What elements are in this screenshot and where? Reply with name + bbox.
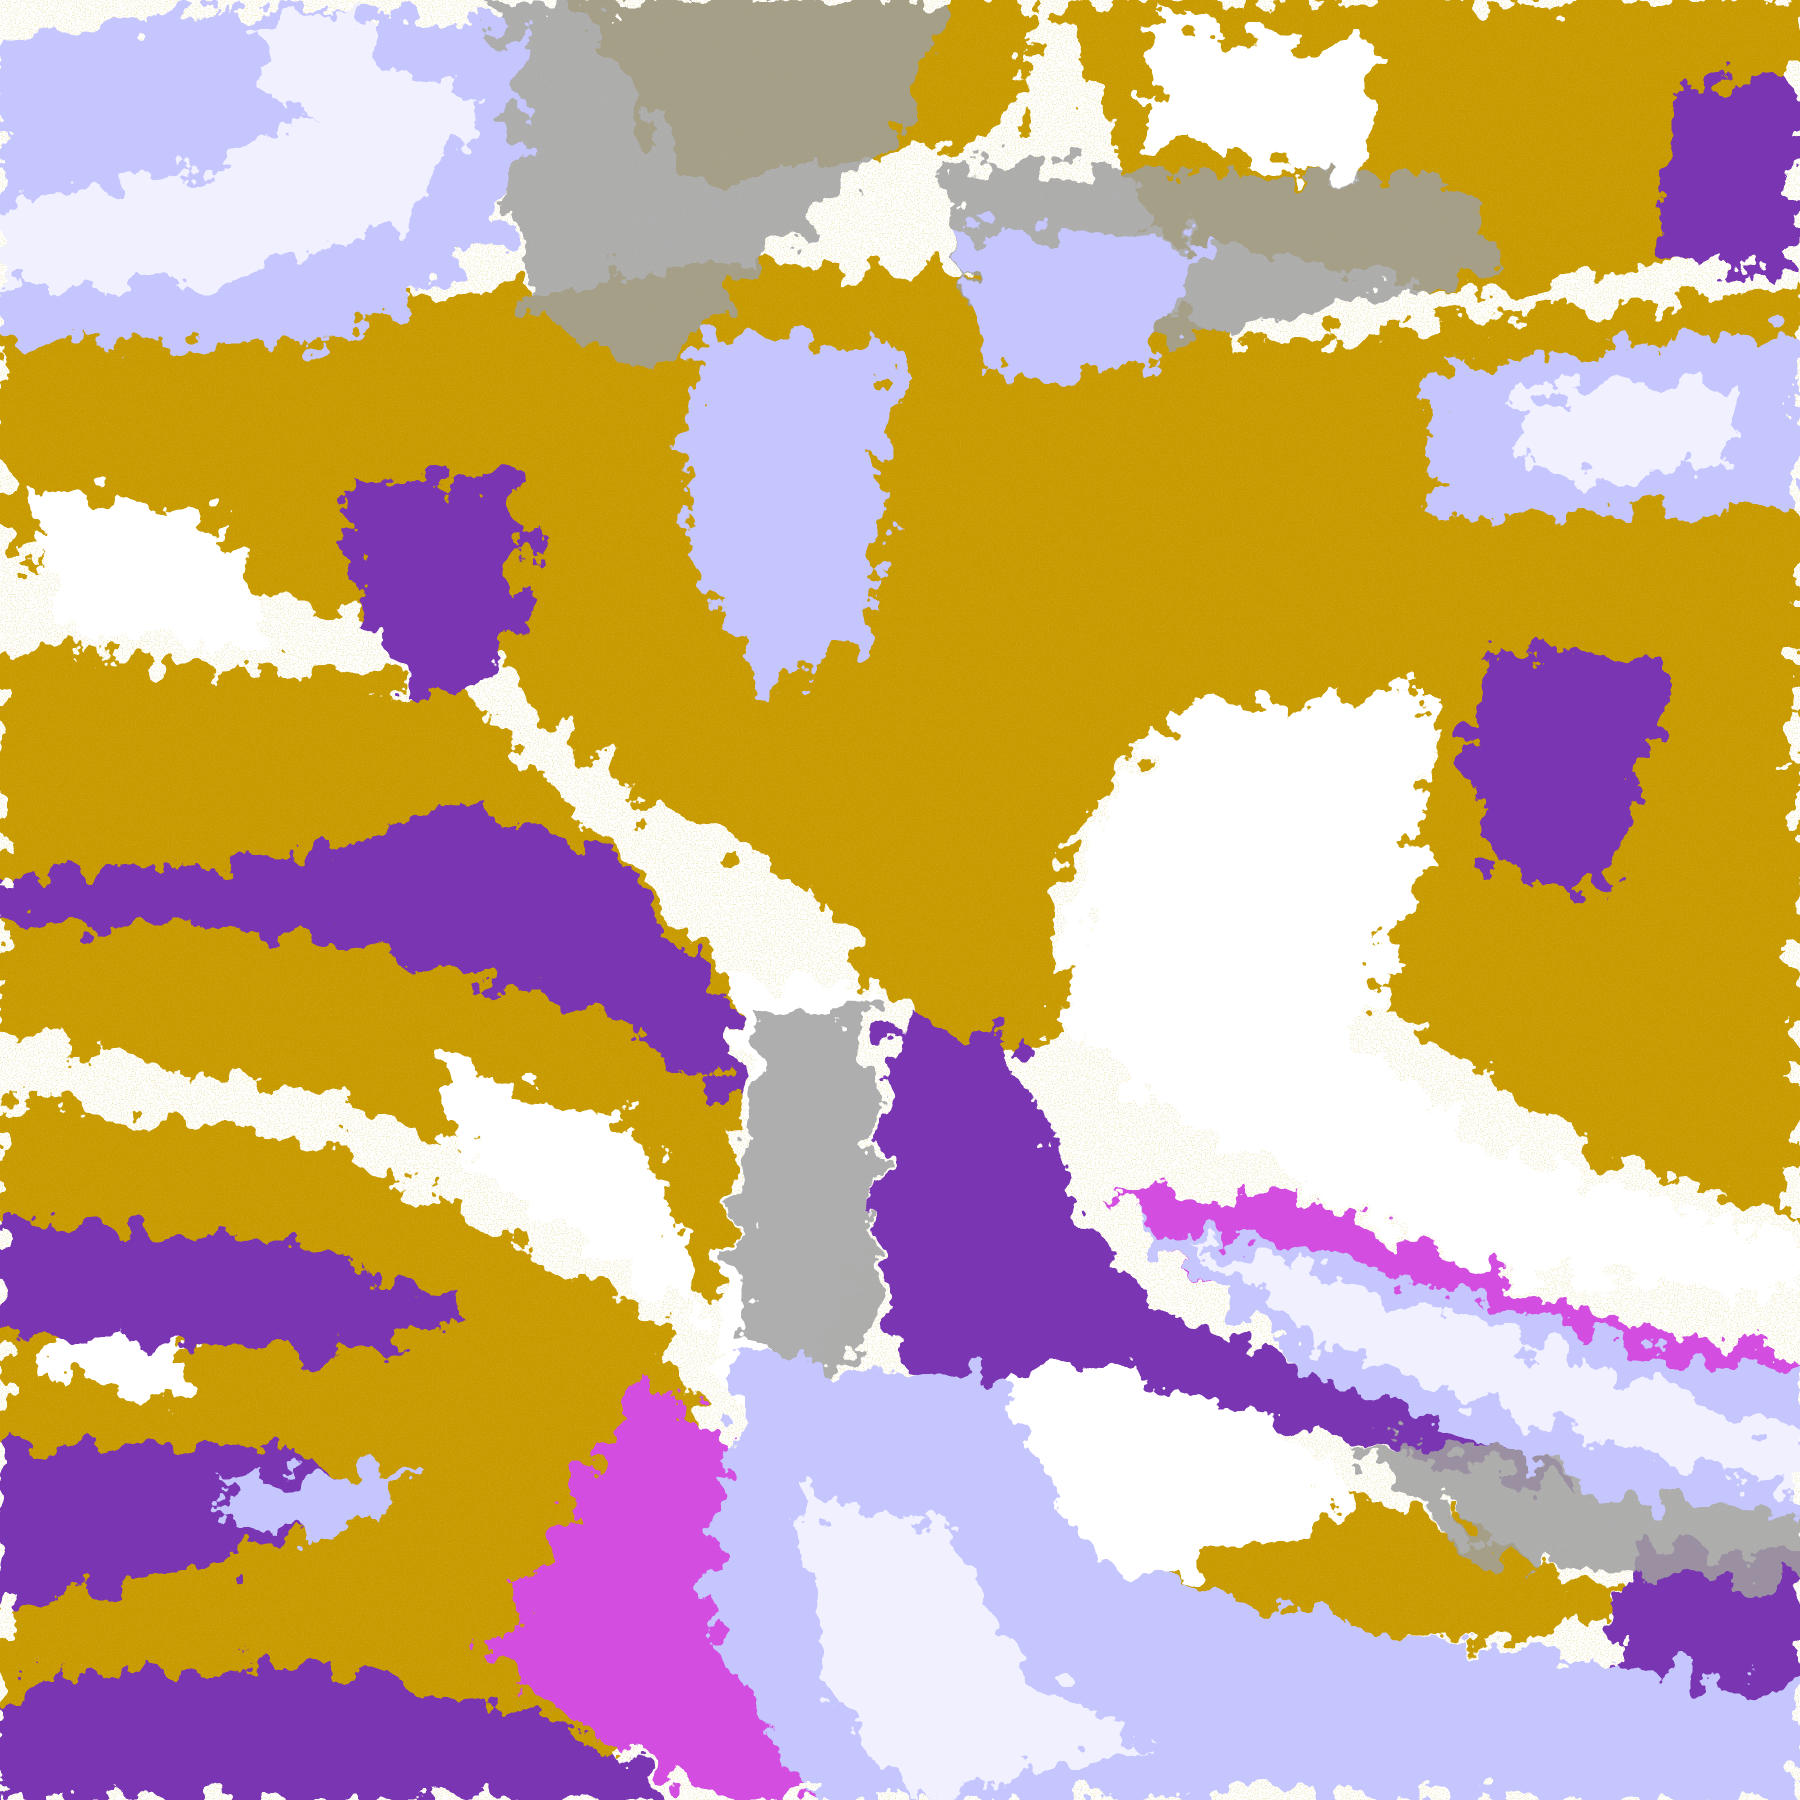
mid-cloud-bands [0, 68, 1800, 1800]
thin-cloud-layer [482, 0, 1800, 1585]
deep-cloud-cores [0, 11, 1800, 1800]
